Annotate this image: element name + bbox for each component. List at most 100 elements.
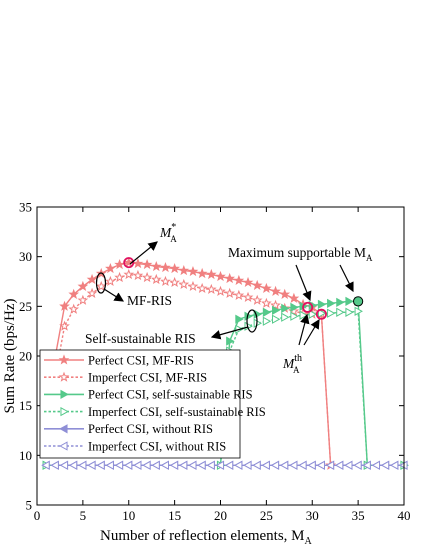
series-0-point bbox=[141, 258, 153, 270]
y-tick-label: 10 bbox=[19, 448, 32, 463]
legend-marker bbox=[58, 371, 70, 382]
series-3-point bbox=[336, 307, 345, 317]
mstar-label-sub: A bbox=[170, 234, 177, 244]
series-2-point bbox=[345, 296, 354, 307]
series-5-point bbox=[215, 460, 225, 470]
series-5-point bbox=[105, 460, 114, 470]
series-3-point bbox=[290, 311, 299, 321]
series-0-point bbox=[59, 300, 70, 311]
mstar-label: M* A bbox=[159, 222, 177, 244]
x-tick-label: 35 bbox=[352, 508, 365, 523]
series-5-point bbox=[160, 460, 169, 470]
mfris-arrow bbox=[103, 288, 125, 302]
x-tick-label: 30 bbox=[306, 508, 319, 523]
selfsus-label: Self-sustainable RIS bbox=[85, 331, 196, 346]
series-1-point bbox=[261, 297, 272, 308]
series-5-point bbox=[188, 460, 197, 470]
series-5-point bbox=[380, 460, 390, 470]
x-axis-label-sub: A bbox=[305, 536, 313, 546]
series-5-point bbox=[298, 460, 307, 470]
series-5-point bbox=[224, 460, 234, 470]
maxsup-arrow-2 bbox=[339, 264, 354, 293]
series-0-point bbox=[270, 285, 281, 296]
x-axis-label-main: Number of reflection elements, M bbox=[100, 528, 305, 544]
legend-marker bbox=[59, 441, 68, 451]
series-5-point bbox=[96, 460, 105, 470]
series-2-point bbox=[290, 302, 299, 312]
series-0-point bbox=[288, 292, 300, 303]
series-0-point bbox=[261, 282, 272, 294]
mstar-arrow bbox=[129, 241, 158, 265]
series-5-point bbox=[50, 460, 59, 470]
series-1-point bbox=[59, 320, 70, 331]
mstar-label-sup: * bbox=[171, 222, 176, 233]
series-1-point bbox=[205, 283, 217, 294]
series-1-point bbox=[141, 271, 153, 283]
highlight-point bbox=[302, 301, 314, 313]
x-tick-label: 10 bbox=[122, 508, 135, 523]
series-3-point bbox=[281, 312, 290, 322]
x-tick-label: 25 bbox=[260, 508, 273, 523]
series-line-1 bbox=[45, 273, 332, 466]
series-3-point bbox=[354, 306, 363, 316]
series-5-point bbox=[234, 460, 243, 470]
legend-marker bbox=[60, 406, 69, 417]
series-1-point bbox=[196, 282, 208, 294]
series-5-point bbox=[307, 460, 316, 470]
legend-label: Imperfect CSI, MF-RIS bbox=[88, 371, 207, 385]
series-1-point bbox=[233, 289, 245, 300]
series-0-point bbox=[224, 272, 236, 284]
series-2-point bbox=[327, 298, 336, 309]
y-axis-label: Sum Rate (bps/Hz) bbox=[2, 299, 18, 414]
series-0-point bbox=[169, 262, 180, 274]
series-1-point bbox=[114, 271, 125, 283]
series-5-point bbox=[68, 460, 78, 470]
series-1-point bbox=[270, 299, 281, 310]
series-5-point bbox=[252, 460, 261, 470]
series-2-point bbox=[226, 336, 235, 346]
series-5-point bbox=[243, 460, 252, 470]
series-5-point bbox=[389, 460, 399, 470]
series-0-point bbox=[233, 274, 245, 286]
series-2-point bbox=[336, 297, 345, 308]
legend-label: Perfect CSI, without RIS bbox=[88, 422, 213, 436]
series-0-point bbox=[242, 276, 254, 288]
series-0-point bbox=[251, 279, 263, 291]
y-tick-label: 15 bbox=[19, 398, 32, 413]
series-1-point bbox=[150, 273, 162, 285]
series-5-point bbox=[353, 460, 362, 470]
maxsup-arrow-1 bbox=[295, 264, 312, 302]
series-1-point bbox=[68, 303, 80, 314]
series-0-point bbox=[77, 280, 89, 292]
mth-label: Mth A bbox=[282, 353, 302, 375]
x-tick-label: 15 bbox=[168, 508, 181, 523]
series-1-point bbox=[123, 268, 135, 280]
mth-label-main: M bbox=[282, 356, 295, 371]
y-tick-label: 20 bbox=[19, 349, 32, 364]
series-3-point bbox=[327, 308, 336, 318]
series-1-point bbox=[77, 294, 89, 305]
series-2-point bbox=[281, 303, 290, 313]
selfsus-arrow bbox=[210, 326, 249, 340]
maxsup-label: Maximum supportable MA bbox=[228, 245, 373, 263]
series-0-point bbox=[205, 268, 217, 280]
highlight-point bbox=[353, 296, 364, 307]
series-2-point bbox=[235, 314, 244, 324]
series-2-point bbox=[253, 309, 263, 319]
series-1-point bbox=[160, 275, 171, 287]
series-3-point bbox=[317, 308, 327, 318]
legend-marker bbox=[58, 354, 70, 365]
series-2-point bbox=[272, 305, 281, 315]
series-0-point bbox=[114, 258, 125, 270]
series-0-point bbox=[123, 257, 135, 268]
series-5-point bbox=[334, 460, 344, 470]
x-tick-label: 40 bbox=[398, 508, 411, 523]
series-1-point bbox=[105, 275, 116, 287]
series-5-point bbox=[151, 460, 160, 470]
mfris-label: MF-RIS bbox=[127, 293, 172, 308]
legend-label: Imperfect CSI, self-sustainable RIS bbox=[88, 405, 266, 419]
series-0-point bbox=[86, 273, 98, 285]
legend-box bbox=[39, 349, 241, 459]
mfris-ellipse bbox=[95, 272, 107, 294]
series-0-point bbox=[105, 262, 116, 274]
